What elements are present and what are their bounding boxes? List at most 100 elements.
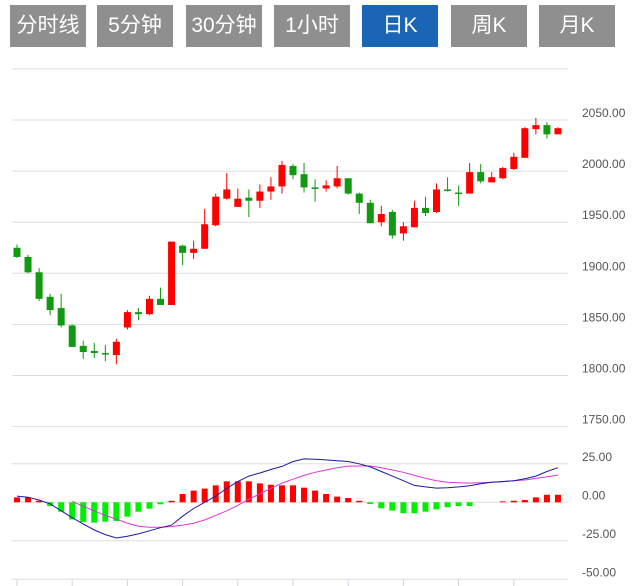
- macd-histogram-bar: [102, 502, 109, 522]
- candle-body: [554, 128, 562, 135]
- candle: [112, 338, 120, 365]
- price-tick-label: 2050.00: [582, 106, 626, 120]
- candle: [201, 208, 209, 249]
- candle: [79, 340, 87, 360]
- tab-timeline[interactable]: 分时线: [10, 5, 86, 47]
- candle-body: [410, 207, 418, 228]
- price-tick-label: 2000.00: [582, 157, 626, 171]
- macd-histogram-bar: [69, 502, 76, 520]
- macd-histogram-bar: [278, 485, 285, 503]
- candle: [477, 163, 485, 184]
- candle: [488, 172, 496, 183]
- macd-histogram-bar: [146, 502, 153, 509]
- candle-body: [300, 174, 308, 188]
- candle: [366, 199, 374, 224]
- candle: [134, 308, 142, 321]
- candle-body: [234, 198, 242, 207]
- candle: [179, 244, 187, 266]
- candle: [543, 122, 551, 139]
- candle-body: [333, 178, 341, 187]
- candle-body: [543, 125, 551, 135]
- candle-body: [344, 178, 352, 194]
- macd-tick-label: 0.00: [582, 488, 606, 502]
- candle: [344, 178, 352, 195]
- price-tick-label: 1750.00: [582, 413, 626, 427]
- candle-body: [90, 350, 98, 354]
- macd-histogram-bar: [312, 490, 319, 503]
- price-tick-label: 1850.00: [582, 310, 626, 324]
- candle-body: [212, 196, 220, 226]
- macd-histogram-bar: [36, 500, 43, 503]
- macd-histogram-bar: [234, 481, 241, 503]
- macd-histogram-bar: [267, 484, 274, 503]
- candle-body: [24, 256, 32, 273]
- macd-histogram-bar: [256, 483, 263, 503]
- macd-histogram-bar: [14, 497, 20, 503]
- candle: [168, 241, 176, 305]
- price-axis: 2050.00 2000.00 1950.00 1900.00 1850.00 1800.…: [582, 106, 626, 579]
- macd-histogram-bar: [25, 497, 32, 503]
- candle: [24, 254, 32, 274]
- candle: [521, 127, 529, 158]
- macd-histogram-bar: [433, 502, 440, 510]
- candle-body: [134, 312, 142, 315]
- candle-body: [289, 165, 297, 176]
- candle: [455, 185, 463, 206]
- candle-body: [455, 192, 463, 195]
- macd-histogram-bar: [135, 502, 142, 512]
- candle: [212, 193, 220, 227]
- candle-body: [68, 325, 76, 347]
- candle-body: [278, 164, 286, 187]
- macd-histogram-bar: [168, 500, 175, 503]
- candle: [289, 163, 297, 180]
- macd-histogram-bar: [499, 501, 506, 503]
- candlesticks: [13, 117, 562, 365]
- tab-30min[interactable]: 30分钟: [186, 5, 262, 47]
- candle-body: [532, 125, 540, 130]
- candle: [322, 180, 330, 192]
- price-tick-label: 1800.00: [582, 362, 626, 376]
- macd-histogram-bar: [245, 481, 252, 503]
- candle-body: [466, 172, 474, 194]
- macd-histogram-bar: [157, 502, 164, 505]
- macd-histogram-bar: [466, 502, 473, 506]
- candle-body: [245, 197, 253, 201]
- candle-body: [35, 272, 43, 299]
- candle: [444, 177, 452, 192]
- candle: [157, 287, 165, 305]
- macd-histogram-bar: [190, 490, 197, 503]
- candle-body: [46, 296, 54, 311]
- candle: [311, 179, 319, 202]
- tab-monthly-k[interactable]: 月K: [539, 5, 615, 47]
- candle-body: [101, 353, 109, 355]
- tab-daily-k[interactable]: 日K: [362, 5, 438, 47]
- candle: [267, 177, 275, 200]
- candle-body: [267, 186, 275, 192]
- candle: [101, 344, 109, 362]
- tab-5min[interactable]: 5分钟: [97, 5, 173, 47]
- candle: [245, 189, 253, 218]
- macd-histogram-bar: [301, 487, 308, 503]
- candle: [499, 167, 507, 180]
- candle-body: [433, 189, 441, 212]
- candle-body: [399, 226, 407, 234]
- period-tabs: 分时线 5分钟 30分钟 1小时 日K 周K 月K: [0, 0, 643, 52]
- macd-histogram-bar: [455, 502, 462, 506]
- candle: [532, 117, 540, 135]
- tab-weekly-k[interactable]: 周K: [451, 5, 527, 47]
- macd-histogram-bar: [212, 485, 219, 503]
- macd-histogram-bar: [345, 497, 352, 503]
- macd-tick-label: -25.00: [582, 527, 616, 541]
- macd-histogram-bar: [532, 497, 539, 503]
- candle-body: [510, 156, 518, 170]
- candle: [421, 196, 429, 217]
- macd-histogram-bar: [378, 502, 385, 509]
- candle: [123, 310, 131, 330]
- candle: [355, 192, 363, 215]
- candle-body: [444, 189, 452, 191]
- macd-histogram-bar: [422, 502, 429, 512]
- candle: [300, 162, 308, 193]
- tab-1hour[interactable]: 1小时: [274, 5, 350, 47]
- candle: [90, 342, 98, 359]
